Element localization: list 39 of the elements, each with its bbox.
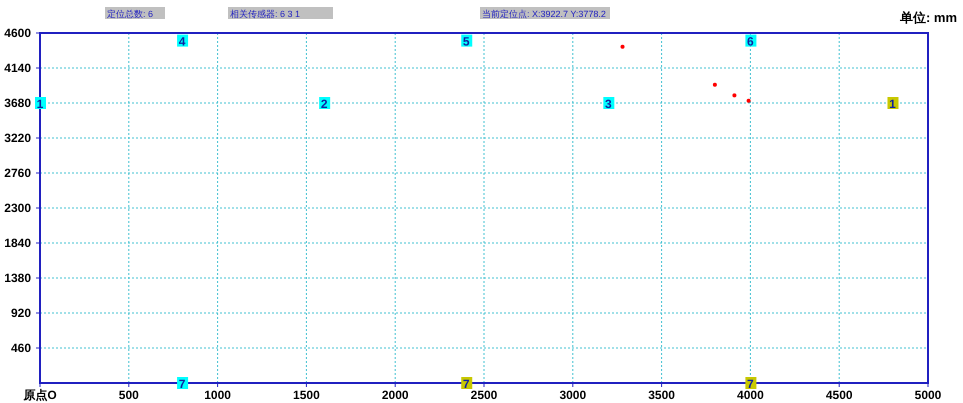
annotation: 5 (462, 34, 470, 49)
annotation: 7 (462, 377, 470, 391)
annotation: 7 (178, 377, 186, 391)
text: 当前定位点: X:3922.7 Y:3778.2 (482, 9, 606, 19)
y-tick-label: 2300 (4, 201, 32, 215)
x-tick-label: 2500 (470, 388, 498, 402)
annotation: 6 (747, 34, 754, 49)
annotation: 7 (747, 377, 754, 391)
point (620, 44, 625, 49)
point (712, 82, 717, 87)
y-tick-label: 1380 (4, 271, 32, 285)
x-tick-label: 2000 (382, 388, 409, 402)
y-tick-label: 4600 (4, 26, 32, 40)
annotation: 3 (604, 97, 612, 111)
y-tick-label: 3680 (4, 96, 32, 110)
annotation: 1 (36, 97, 44, 111)
point (746, 98, 751, 103)
text: 单位: mm (898, 10, 957, 25)
x-tick-label: 1500 (293, 388, 320, 402)
y-tick-label: 1840 (4, 236, 32, 250)
y-tick-label: 3220 (4, 131, 32, 145)
x-tick-label: 500 (118, 388, 140, 402)
annotation: 2 (320, 97, 328, 111)
x-tick-label: 1000 (204, 388, 232, 402)
y-tick-label: 2760 (4, 166, 32, 180)
y-tick-label: 4140 (4, 61, 32, 75)
point (732, 93, 736, 98)
y-tick-label: 460 (10, 341, 32, 355)
x-tick-label: 3500 (648, 388, 676, 402)
x-tick-label: 5000 (914, 388, 942, 402)
x-tick-label: 4500 (826, 388, 853, 402)
x-tick-label: 3000 (559, 388, 586, 402)
annotation: 4 (178, 34, 186, 49)
x-tick-label: 原点O (22, 388, 57, 402)
annotation: 1 (889, 97, 896, 111)
text: 相关传感器: 6 3 1 (230, 9, 300, 19)
y-tick-label: 920 (10, 306, 32, 320)
text: 定位总数: 6 (107, 9, 154, 19)
x-tick-label: 4000 (737, 388, 764, 402)
